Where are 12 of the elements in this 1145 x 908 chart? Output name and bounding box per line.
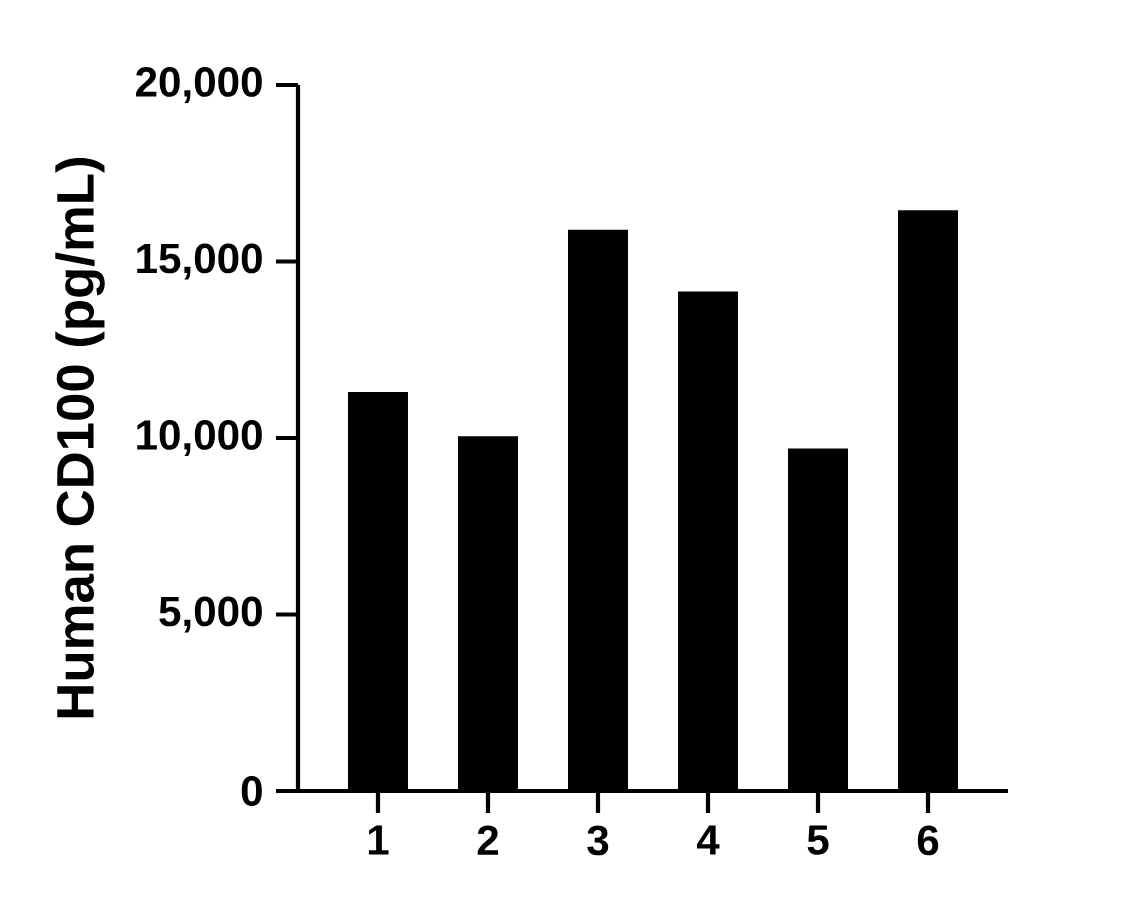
y-tick-label: 0 bbox=[241, 776, 262, 806]
y-axis-title: Human CD100 (pg/mL) bbox=[55, 158, 105, 718]
y-tick-label: 20,000 bbox=[136, 67, 262, 103]
x-tick-label: 1 bbox=[368, 825, 389, 855]
x-tick-label: 5 bbox=[807, 825, 829, 855]
x-tick-label: 2 bbox=[477, 825, 499, 855]
y-tick-label: 15,000 bbox=[137, 243, 262, 280]
x-tick-label: 6 bbox=[917, 825, 939, 856]
y-tick-label: 5,000 bbox=[159, 596, 262, 633]
x-tick-label: 3 bbox=[587, 825, 609, 856]
y-tick-label: 10,000 bbox=[137, 420, 262, 456]
x-tick-label: 4 bbox=[696, 825, 720, 855]
